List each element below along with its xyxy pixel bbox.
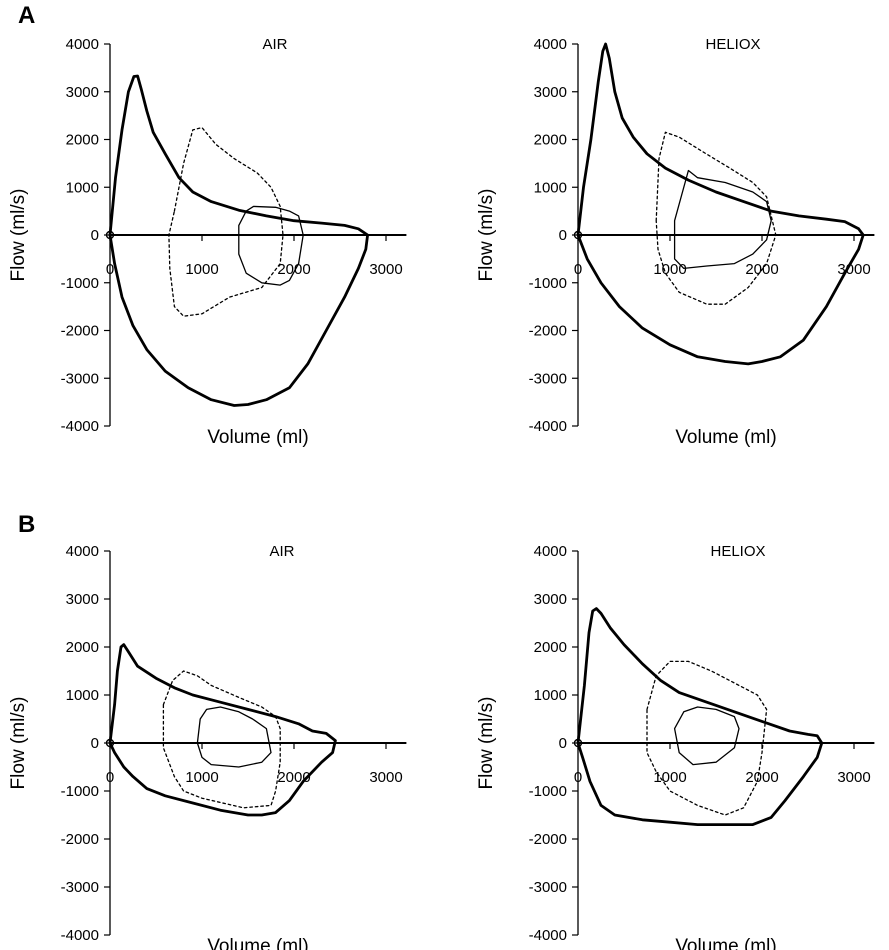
y-tick-label: 0 xyxy=(559,735,567,752)
y-tick-label: 4000 xyxy=(66,36,99,53)
x-tick-label: 0 xyxy=(106,769,114,786)
y-tick-label: 0 xyxy=(559,227,567,244)
plot-2: 4000 3000 2000 1000 0 -1000 -2000 -3000 -4000 0 10… xyxy=(476,36,875,448)
loop-thin xyxy=(238,205,304,286)
y-tick-label: 2000 xyxy=(534,132,567,149)
y-tick-label: 0 xyxy=(91,735,99,752)
x-axis-title: Volume (ml) xyxy=(675,427,776,448)
y-tick-label: -1000 xyxy=(61,783,99,800)
y-tick-label: -2000 xyxy=(61,323,99,340)
plot-title: AIR xyxy=(269,543,294,560)
loop-thick xyxy=(576,607,824,826)
y-axis-title: Flow (ml/s) xyxy=(8,697,29,790)
x-tick-label: 0 xyxy=(106,261,114,278)
y-tick-label: 1000 xyxy=(66,179,99,196)
loop-thick xyxy=(108,643,337,817)
loop-dotted xyxy=(162,670,281,809)
x-tick-label: 0 xyxy=(574,769,582,786)
y-tick-label: 0 xyxy=(91,227,99,244)
loop-thin xyxy=(196,706,272,768)
y-tick-label: 3000 xyxy=(66,591,99,608)
loop-dotted xyxy=(655,131,777,305)
panel-label-b: B xyxy=(18,511,36,538)
y-tick-label: 3000 xyxy=(534,84,567,101)
loop-thin xyxy=(673,169,772,270)
y-tick-label: 2000 xyxy=(534,639,567,656)
x-tick-label: 1000 xyxy=(185,769,218,786)
y-tick-label: -1000 xyxy=(529,275,567,292)
x-tick-label: 1000 xyxy=(653,769,686,786)
y-tick-label: 1000 xyxy=(534,179,567,196)
plot-title: HELIOX xyxy=(705,36,760,53)
y-tick-label: -3000 xyxy=(61,879,99,896)
x-tick-label: 3000 xyxy=(369,261,402,278)
y-axis-title: Flow (ml/s) xyxy=(476,189,497,282)
plot-4: 4000 3000 2000 1000 0 -1000 -2000 -3000 -4000 0 10… xyxy=(476,543,875,950)
y-tick-label: -2000 xyxy=(529,323,567,340)
y-tick-label: 4000 xyxy=(534,36,567,53)
x-tick-label: 1000 xyxy=(185,261,218,278)
x-axis-title: Volume (ml) xyxy=(207,936,308,950)
y-axis-title: Flow (ml/s) xyxy=(476,697,497,790)
panel-label-a: A xyxy=(18,2,36,29)
y-tick-label: -3000 xyxy=(529,879,567,896)
x-axis-title: Volume (ml) xyxy=(675,936,776,950)
y-tick-label: -1000 xyxy=(61,275,99,292)
loop-thick xyxy=(108,74,370,407)
x-tick-label: 3000 xyxy=(369,769,402,786)
loop-thick xyxy=(576,42,865,366)
y-tick-label: 3000 xyxy=(66,84,99,101)
x-axis-title: Volume (ml) xyxy=(207,427,308,448)
plot-3: 4000 3000 2000 1000 0 -1000 -2000 -3000 -4000 0 10… xyxy=(8,543,407,950)
y-tick-label: -3000 xyxy=(529,370,567,387)
y-tick-label: -1000 xyxy=(529,783,567,800)
x-tick-label: 2000 xyxy=(745,769,778,786)
y-tick-label: 2000 xyxy=(66,639,99,656)
x-tick-label: 2000 xyxy=(277,261,310,278)
y-tick-label: 2000 xyxy=(66,132,99,149)
x-tick-label: 3000 xyxy=(837,769,870,786)
y-axis-title: Flow (ml/s) xyxy=(8,189,29,282)
x-tick-label: 0 xyxy=(574,261,582,278)
y-tick-label: 1000 xyxy=(534,687,567,704)
plot-title: AIR xyxy=(262,36,287,53)
y-tick-label: -2000 xyxy=(61,831,99,848)
loop-dotted xyxy=(168,126,284,317)
plot-1: 4000 3000 2000 1000 0 -1000 -2000 -3000 -4000 0 10… xyxy=(8,36,407,448)
y-tick-label: -4000 xyxy=(61,418,99,435)
loop-thin xyxy=(673,706,740,766)
loop-dotted xyxy=(646,660,768,816)
y-tick-label: 1000 xyxy=(66,687,99,704)
y-tick-label: -4000 xyxy=(529,418,567,435)
y-tick-label: 3000 xyxy=(534,591,567,608)
x-tick-label: 1000 xyxy=(653,261,686,278)
y-tick-label: -3000 xyxy=(61,370,99,387)
y-tick-label: -4000 xyxy=(61,927,99,944)
y-tick-label: -4000 xyxy=(529,927,567,944)
plot-title: HELIOX xyxy=(710,543,765,560)
y-tick-label: 4000 xyxy=(534,543,567,560)
y-tick-label: 4000 xyxy=(66,543,99,560)
y-tick-label: -2000 xyxy=(529,831,567,848)
